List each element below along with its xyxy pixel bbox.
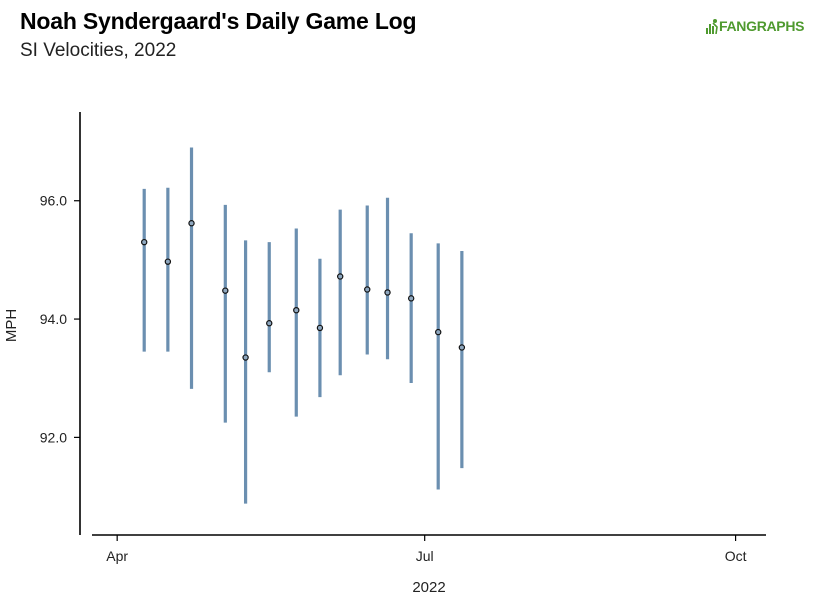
fangraphs-logo[interactable]: FANGRAPHS [706,18,805,34]
logo-text: FANGRAPHS [719,18,805,34]
average-velocity-point [242,354,249,361]
x-tick-label: Apr [106,548,128,564]
average-velocity-point [164,258,172,265]
chart-title: Noah Syndergaard's Daily Game Log [20,8,417,34]
average-velocity-point [222,287,229,294]
average-velocity-point [266,320,273,327]
y-tick-label: 92.0 [40,429,67,445]
x-tick-label: Oct [725,548,747,564]
x-tick-label: Jul [416,548,434,564]
average-velocity-point [337,273,344,280]
average-velocity-point [188,220,195,227]
x-axis-title: 2022 [412,579,445,596]
average-velocity-point [293,306,300,314]
average-velocity-point [141,238,148,246]
average-velocity-point [364,286,371,293]
average-velocity-point [435,328,442,336]
average-velocity-point [407,295,415,302]
y-axis-title: MPH [3,309,20,342]
average-velocity-point [316,324,324,332]
average-velocity-point [384,289,391,296]
chart-subtitle: SI Velocities, 2022 [20,40,177,61]
fangraphs-mark-icon [706,19,718,34]
average-velocity-point [458,344,466,351]
y-tick-label: 96.0 [40,193,67,209]
y-tick-label: 94.0 [40,311,67,327]
